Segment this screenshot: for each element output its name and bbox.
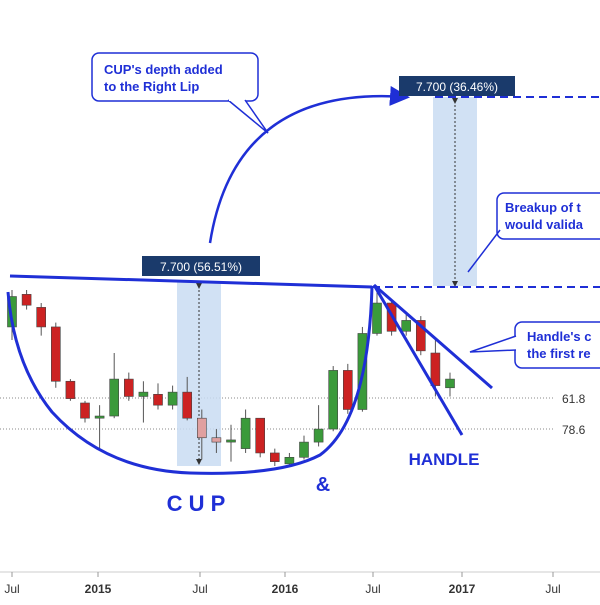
candle-body	[182, 391, 192, 419]
candle-body	[255, 417, 265, 454]
x-axis-ticks: Jul 2015 Jul 2016 Jul 2017 Jul	[4, 572, 561, 596]
candle-body	[167, 391, 178, 406]
handle-note-pointer	[469, 335, 517, 353]
x-tick-label: Jul	[192, 582, 207, 596]
candle-body	[269, 452, 280, 462]
breakup-note-line-1: Breakup of t	[505, 200, 582, 215]
cup-label: C U P	[167, 491, 226, 516]
x-tick-label: Jul	[4, 582, 19, 596]
y-tick-78-6: 78.6	[562, 423, 586, 437]
x-tick-label: 2017	[449, 582, 476, 596]
y-tick-61-8: 61.8	[562, 392, 586, 406]
handle-upper-line	[373, 283, 493, 390]
cup-depth-note-line-1: CUP's depth added	[104, 62, 223, 77]
cup-depth-note-line-2: to the Right Lip	[104, 79, 199, 94]
candle-body	[80, 402, 90, 419]
candle-body	[415, 320, 426, 352]
x-tick-label: Jul	[365, 582, 380, 596]
candle-body	[430, 352, 441, 386]
candle-body	[153, 393, 163, 406]
candle-body	[211, 437, 222, 443]
candle-body	[445, 378, 455, 389]
handle-label: HANDLE	[409, 450, 480, 469]
candle-body	[226, 439, 236, 443]
cup-depth-label: 7.700 (56.51%)	[160, 260, 242, 274]
cup-depth-note-box	[91, 52, 259, 102]
cup-depth-label-box	[142, 256, 260, 276]
handle-note-line-2: the first re	[527, 346, 591, 361]
breakup-note-box	[496, 192, 600, 240]
candle-body	[240, 417, 251, 449]
handle-lower-line	[372, 284, 464, 436]
candle-body	[328, 370, 339, 430]
candle-body	[284, 457, 295, 465]
cup-curve	[6, 286, 374, 475]
projection-arrow	[208, 85, 410, 244]
candle-body	[372, 302, 382, 334]
candle-body	[138, 391, 149, 397]
breakup-note-line-2: would valida	[504, 217, 584, 232]
candle-body	[342, 370, 353, 410]
handle-note-line-1: Handle's c	[527, 329, 592, 344]
candle-body	[21, 294, 32, 306]
candle-body	[94, 415, 105, 419]
candle-body	[197, 417, 207, 439]
candle-body	[124, 378, 134, 397]
candle-body	[50, 326, 61, 382]
ampersand-label: &	[316, 474, 330, 496]
candle-body	[313, 428, 324, 443]
target-label-box	[399, 76, 515, 96]
candles-group	[7, 290, 455, 466]
target-label: 7.700 (36.46%)	[416, 80, 498, 94]
candle-body	[109, 378, 119, 417]
cup-rim-line	[9, 274, 373, 289]
x-tick-label: Jul	[545, 582, 560, 596]
candle-body	[299, 441, 309, 458]
cup-depth-note-pointer	[227, 99, 269, 134]
candle-body	[401, 320, 412, 332]
candle-body	[36, 307, 47, 328]
breakup-note-pointer	[467, 229, 501, 273]
candle-body	[65, 380, 76, 399]
x-tick-label: 2016	[272, 582, 299, 596]
x-tick-label: 2015	[85, 582, 112, 596]
